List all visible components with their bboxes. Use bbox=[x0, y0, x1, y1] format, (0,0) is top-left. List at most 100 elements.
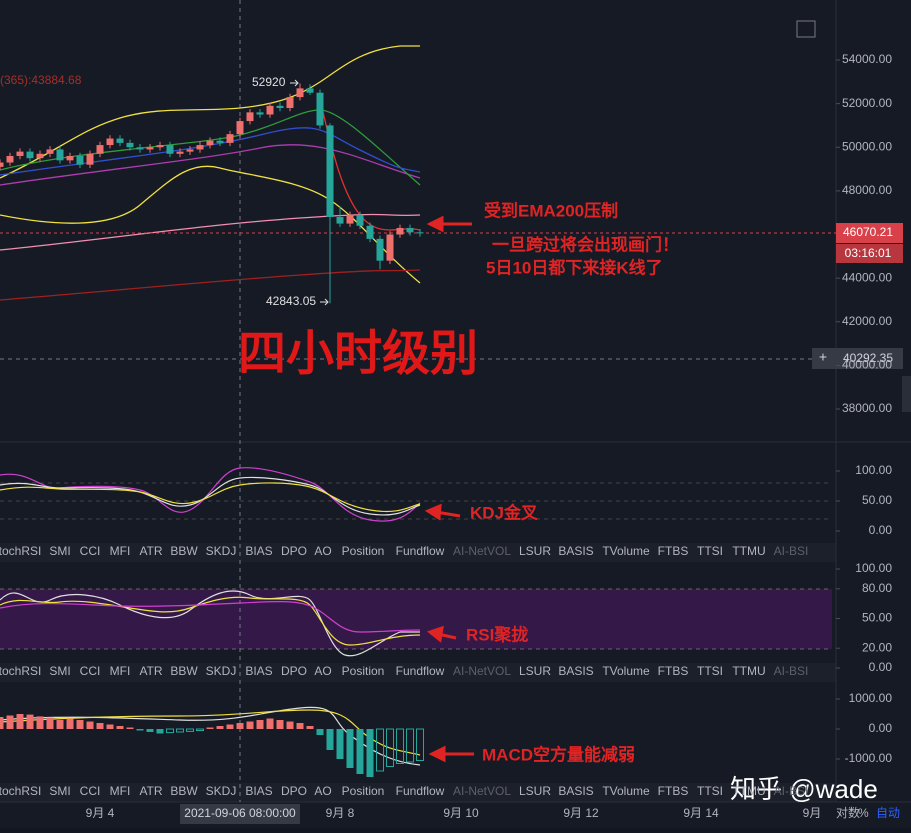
indicator-tab[interactable]: tochRSI bbox=[0, 664, 41, 678]
indicator-tab[interactable]: DPO bbox=[281, 664, 307, 678]
macd-bar bbox=[186, 728, 194, 732]
indicator-tab[interactable]: ATR bbox=[139, 784, 162, 798]
high-label: 52920 bbox=[252, 75, 286, 89]
indicator-tab[interactable]: AI-NetVOL bbox=[453, 664, 511, 678]
crosshair-price-box bbox=[812, 348, 903, 369]
candle-body bbox=[236, 121, 244, 135]
watermark: 知乎 @wade bbox=[730, 774, 878, 804]
indicator-tab[interactable]: MFI bbox=[110, 784, 131, 798]
macd-bar bbox=[126, 727, 134, 729]
indicator-tab[interactable]: Position bbox=[342, 544, 385, 558]
indicator-tab[interactable]: TTSI bbox=[697, 784, 723, 798]
candle-body bbox=[86, 153, 94, 165]
indicator-tab[interactable]: AO bbox=[314, 784, 331, 798]
indicator-tab[interactable]: CCI bbox=[80, 664, 101, 678]
indicator-tab[interactable]: TTMU bbox=[732, 664, 765, 678]
indicator-tab[interactable]: SMI bbox=[49, 784, 70, 798]
tick-label: 100.00 bbox=[855, 561, 892, 575]
indicator-tab[interactable]: BASIS bbox=[558, 664, 593, 678]
indicator-label: (365):43884.68 bbox=[0, 73, 82, 87]
candle-body bbox=[416, 232, 424, 234]
indicator-tab[interactable]: ATR bbox=[139, 664, 162, 678]
indicator-tab[interactable]: tochRSI bbox=[0, 544, 41, 558]
indicator-tab[interactable]: Position bbox=[342, 784, 385, 798]
arrowhead bbox=[424, 503, 442, 521]
indicator-tab[interactable]: BIAS bbox=[245, 544, 272, 558]
indicator-tab[interactable]: TTMU bbox=[732, 784, 765, 798]
crosshair-time: 2021-09-06 08:00:00 bbox=[184, 806, 296, 820]
indicator-tab[interactable]: LSUR bbox=[519, 664, 551, 678]
indicator-tab[interactable]: SMI bbox=[49, 544, 70, 558]
indicator-tab[interactable]: TTMU bbox=[732, 544, 765, 558]
tick-label: 0.00 bbox=[869, 523, 893, 537]
indicator-tab[interactable]: Fundflow bbox=[396, 664, 445, 678]
candle-body bbox=[146, 147, 154, 150]
crosshair-plus[interactable]: + bbox=[819, 349, 827, 365]
annotation: 受到EMA200压制 bbox=[484, 200, 618, 220]
indicator-tab[interactable]: BBW bbox=[170, 544, 198, 558]
indicator-tab[interactable]: BIAS bbox=[245, 784, 272, 798]
rsi-band bbox=[0, 589, 832, 649]
indicator-tab[interactable]: AI-BSI bbox=[774, 544, 809, 558]
indicator-tab[interactable]: SMI bbox=[49, 664, 70, 678]
indicator-tab[interactable]: Fundflow bbox=[396, 544, 445, 558]
indicator-tab[interactable]: FTBS bbox=[658, 664, 689, 678]
date-label: 9月 10 bbox=[443, 806, 479, 820]
indicator-tab[interactable]: Fundflow bbox=[396, 784, 445, 798]
rsi-lines bbox=[0, 590, 421, 657]
indicator-tab[interactable]: TTSI bbox=[697, 544, 723, 558]
indicator-tab[interactable]: TVolume bbox=[602, 664, 650, 678]
scroll-handle[interactable] bbox=[902, 376, 911, 412]
indicator-tab[interactable]: CCI bbox=[80, 544, 101, 558]
tick-label: 52000.00 bbox=[842, 96, 892, 110]
indicator-tab[interactable]: TTSI bbox=[697, 664, 723, 678]
tick-label: 80.00 bbox=[862, 581, 892, 595]
indicator-tab[interactable]: TVolume bbox=[602, 544, 650, 558]
fullscreen-button[interactable] bbox=[796, 20, 816, 38]
indicator-tab[interactable]: Position bbox=[342, 664, 385, 678]
macd-bar bbox=[146, 729, 154, 732]
indicator-tab[interactable]: SKDJ bbox=[206, 544, 237, 558]
indicator-tab[interactable]: AI-NetVOL bbox=[453, 784, 511, 798]
rsi-fast bbox=[0, 590, 420, 657]
auto-toggle[interactable]: 自动 bbox=[876, 806, 900, 820]
indicator-tab[interactable]: tochRSI bbox=[0, 784, 41, 798]
indicator-tab[interactable]: BBW bbox=[170, 784, 198, 798]
annotation: RSI聚拢 bbox=[466, 624, 528, 644]
arrowhead bbox=[428, 745, 446, 763]
indicator-tab[interactable]: BIAS bbox=[245, 664, 272, 678]
indicator-tab[interactable]: DPO bbox=[281, 784, 307, 798]
indicator-tab[interactable]: MFI bbox=[110, 664, 131, 678]
indicator-tab[interactable]: AO bbox=[314, 544, 331, 558]
indicator-tab[interactable]: FTBS bbox=[658, 784, 689, 798]
indicator-tab[interactable]: BBW bbox=[170, 664, 198, 678]
candle-body bbox=[6, 155, 14, 163]
indicator-tab[interactable]: BASIS bbox=[558, 784, 593, 798]
macd-bar bbox=[396, 728, 404, 764]
indicator-tab[interactable]: FTBS bbox=[658, 544, 689, 558]
tick-label: 50000.00 bbox=[842, 139, 892, 153]
indicator-tab[interactable]: TVolume bbox=[602, 784, 650, 798]
ema-line bbox=[0, 144, 421, 186]
date-label: 9月 12 bbox=[563, 806, 599, 820]
indicator-tab[interactable]: LSUR bbox=[519, 784, 551, 798]
indicator-tab[interactable]: BASIS bbox=[558, 544, 593, 558]
indicator-tab[interactable]: AI-BSI bbox=[774, 664, 809, 678]
indicator-tab[interactable]: AI-BSI bbox=[774, 784, 809, 798]
indicator-tab[interactable]: DPO bbox=[281, 544, 307, 558]
indicator-tab[interactable]: MFI bbox=[110, 544, 131, 558]
indicator-tab[interactable]: SKDJ bbox=[206, 784, 237, 798]
indicator-tab[interactable]: LSUR bbox=[519, 544, 551, 558]
indicator-tab[interactable]: AI-NetVOL bbox=[453, 544, 511, 558]
log-toggle[interactable]: 对数 bbox=[836, 805, 860, 820]
percent-toggle[interactable]: % bbox=[858, 806, 869, 820]
tick-label: 0.00 bbox=[869, 721, 893, 735]
macd-bar bbox=[86, 721, 94, 729]
macd-bar bbox=[356, 729, 364, 774]
macd-bar bbox=[236, 723, 244, 729]
indicator-tab[interactable]: CCI bbox=[80, 784, 101, 798]
indicator-tab[interactable]: SKDJ bbox=[206, 664, 237, 678]
indicator-tab[interactable]: AO bbox=[314, 664, 331, 678]
indicator-tab[interactable]: ATR bbox=[139, 544, 162, 558]
